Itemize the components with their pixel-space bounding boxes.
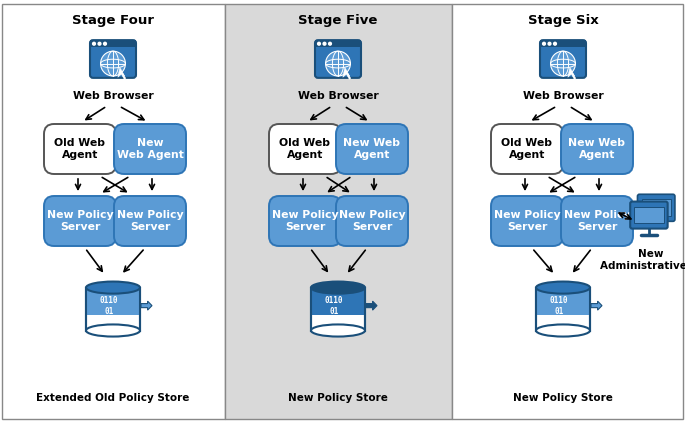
Text: Old Web
Agent: Old Web Agent [279,138,330,160]
Text: 0110: 0110 [100,296,119,305]
Text: Stage Five: Stage Five [298,14,377,27]
Bar [642,200,671,216]
Text: Old Web
Agent: Old Web Agent [55,138,105,160]
Circle shape [543,43,545,45]
Text: 01: 01 [329,306,338,316]
Bar [634,207,664,224]
Bar [540,40,586,47]
Bar [315,40,361,47]
FancyBboxPatch shape [269,124,341,174]
FancyBboxPatch shape [336,196,408,246]
Polygon shape [591,301,602,310]
FancyBboxPatch shape [336,124,408,174]
Text: New
Web Agent: New Web Agent [116,138,184,160]
Text: Extended Old Policy Store: Extended Old Policy Store [36,393,190,403]
Text: New Policy
Server: New Policy Server [564,210,630,232]
Text: Web Browser: Web Browser [73,91,153,101]
Bar [452,4,683,419]
Text: New Policy
Server: New Policy Server [494,210,560,232]
FancyBboxPatch shape [630,202,668,229]
Text: New
Administrative UI: New Administrative UI [599,249,685,271]
Text: 01: 01 [104,306,114,316]
FancyBboxPatch shape [540,40,586,78]
FancyBboxPatch shape [90,40,136,78]
Bar [536,288,590,330]
Text: Stage Four: Stage Four [72,14,154,27]
FancyBboxPatch shape [44,196,116,246]
Polygon shape [568,67,576,79]
Bar [536,288,590,315]
FancyBboxPatch shape [114,196,186,246]
FancyBboxPatch shape [269,196,341,246]
Bar [2,4,225,419]
Circle shape [98,43,101,45]
FancyBboxPatch shape [638,194,675,221]
Circle shape [318,43,321,45]
Text: Web Browser: Web Browser [297,91,378,101]
Text: New Policy Store: New Policy Store [513,393,613,403]
Text: Web Browser: Web Browser [523,91,603,101]
Circle shape [325,51,351,76]
Circle shape [551,51,575,76]
Text: New Policy
Server: New Policy Server [338,210,406,232]
Circle shape [329,43,332,45]
Circle shape [92,43,95,45]
Text: New Policy Store: New Policy Store [288,393,388,403]
Text: New Policy
Server: New Policy Server [272,210,338,232]
FancyBboxPatch shape [491,196,563,246]
Text: New Policy
Server: New Policy Server [47,210,113,232]
Ellipse shape [536,325,590,336]
Polygon shape [141,301,152,310]
Bar [86,288,140,330]
FancyBboxPatch shape [561,196,633,246]
FancyBboxPatch shape [561,124,633,174]
Circle shape [323,43,326,45]
FancyBboxPatch shape [491,124,563,174]
Text: Old Web
Agent: Old Web Agent [501,138,553,160]
Bar [90,40,136,47]
Polygon shape [118,67,126,79]
Text: Stage Six: Stage Six [527,14,599,27]
Text: 0110: 0110 [550,296,569,305]
Circle shape [553,43,556,45]
Ellipse shape [86,282,140,294]
Text: 0110: 0110 [325,296,343,305]
Bar [311,288,365,330]
Ellipse shape [311,282,365,294]
Polygon shape [342,67,351,79]
Circle shape [548,43,551,45]
Text: New Web
Agent: New Web Agent [569,138,625,160]
Polygon shape [366,301,377,310]
FancyBboxPatch shape [114,124,186,174]
Text: 01: 01 [554,306,564,316]
FancyBboxPatch shape [315,40,361,78]
Text: New Web
Agent: New Web Agent [343,138,401,160]
Ellipse shape [311,325,365,336]
Circle shape [101,51,125,76]
Ellipse shape [536,282,590,294]
FancyBboxPatch shape [44,124,116,174]
Circle shape [103,43,106,45]
Bar [311,288,365,315]
Bar [86,288,140,315]
Bar [225,4,452,419]
Text: New Policy
Server: New Policy Server [116,210,184,232]
Ellipse shape [86,325,140,336]
